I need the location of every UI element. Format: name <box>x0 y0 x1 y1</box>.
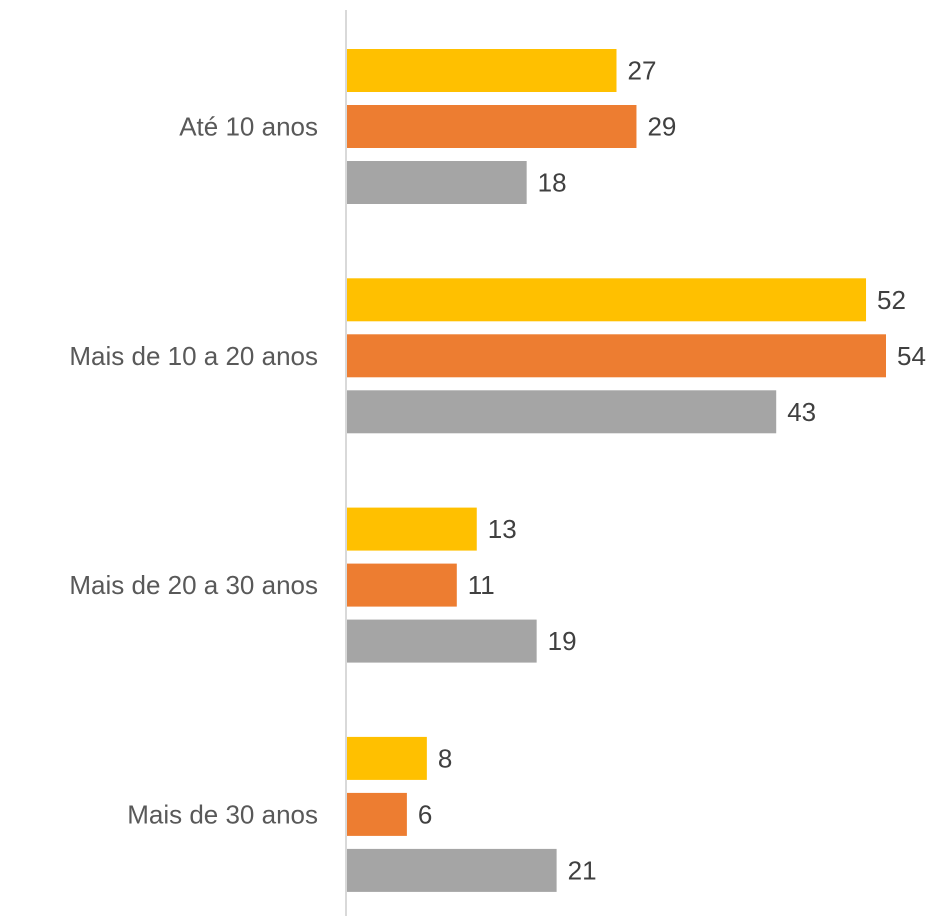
bar <box>347 736 427 780</box>
bar <box>347 848 557 892</box>
category-label: Mais de 30 anos <box>127 799 318 829</box>
data-label: 8 <box>438 743 452 773</box>
bar <box>347 105 637 148</box>
category-label: Até 10 anos <box>179 112 318 142</box>
data-label: 11 <box>468 570 495 600</box>
data-label: 43 <box>787 397 816 427</box>
data-label: 21 <box>568 855 597 885</box>
data-label: 13 <box>488 514 517 544</box>
category-label: Mais de 10 a 20 anos <box>69 341 318 371</box>
bar <box>347 507 477 551</box>
bar <box>347 334 886 378</box>
data-label: 29 <box>647 112 676 142</box>
data-label: 6 <box>418 799 432 829</box>
data-label: 27 <box>628 56 657 86</box>
category-labels: Até 10 anos Mais de 10 a 20 anos Mais de 2… <box>69 112 318 830</box>
bar <box>347 619 537 663</box>
bar <box>347 390 777 434</box>
bar <box>347 278 867 322</box>
bar <box>347 49 617 92</box>
data-label: 18 <box>538 168 567 198</box>
data-label: 19 <box>548 626 577 656</box>
bar <box>347 563 457 607</box>
data-label: 54 <box>897 341 926 371</box>
bar <box>347 792 407 836</box>
data-label: 52 <box>877 285 906 315</box>
bar <box>347 161 527 204</box>
value-labels: 27 29 18 52 54 43 13 11 19 86 21 <box>418 56 926 886</box>
category-label: Mais de 20 a 30 anos <box>69 570 318 600</box>
bars <box>347 49 886 892</box>
